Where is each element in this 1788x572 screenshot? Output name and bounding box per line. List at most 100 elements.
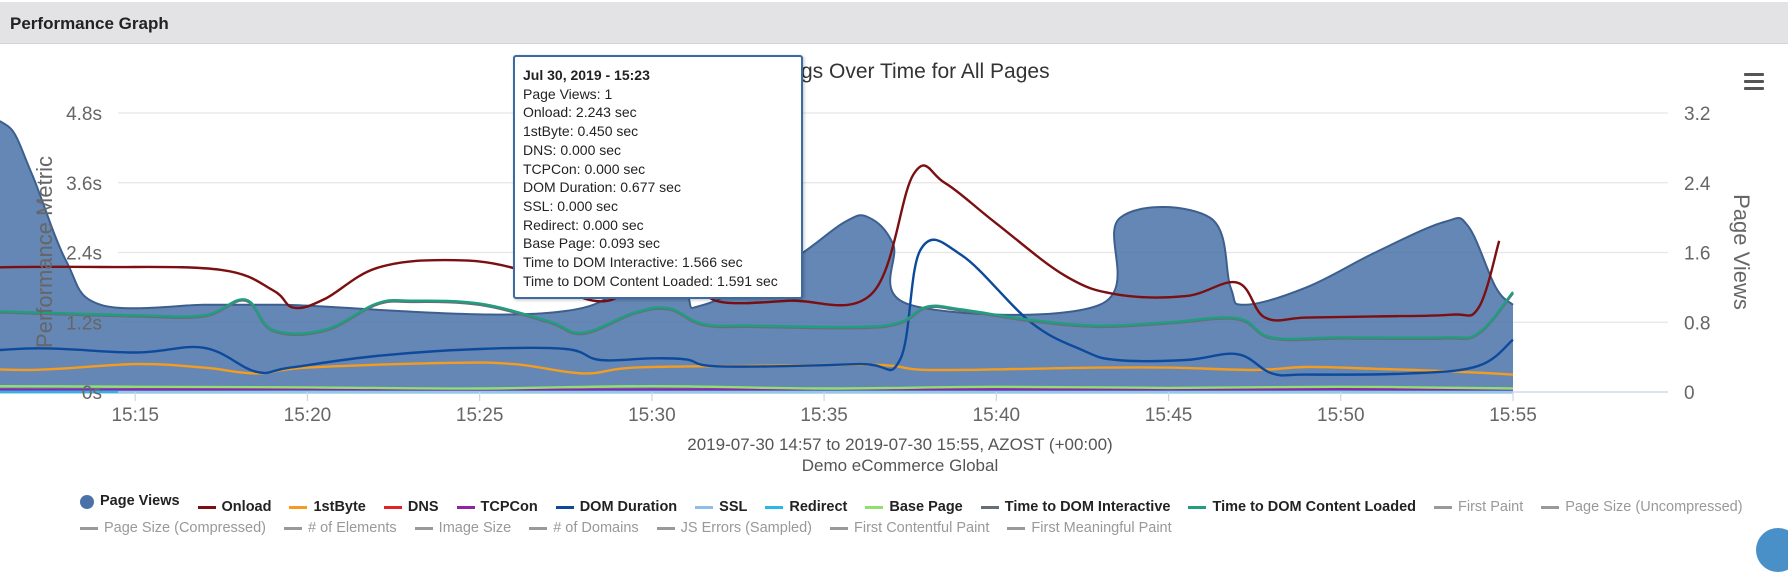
y-right-tick-label: 0	[1684, 383, 1695, 404]
legend-line-icon	[284, 526, 302, 530]
legend-label: Image Size	[438, 519, 512, 536]
chart-title: Timings Over Time for All Pages	[750, 60, 1049, 83]
legend-line-icon	[555, 505, 574, 509]
legend-label: First Paint	[1458, 498, 1524, 515]
legend-item-ssl[interactable]: SSL	[695, 498, 747, 517]
legend-label: Page Views	[100, 493, 180, 509]
series-line-dom-duration[interactable]	[0, 238, 1514, 377]
legend-item-redirect[interactable]: Redirect	[765, 498, 847, 517]
legend-label: # of Domains	[553, 519, 639, 536]
x-tick-label: 15:45	[1145, 405, 1193, 426]
tooltip-line: Page Views: 1	[523, 85, 613, 102]
series-line-base-page[interactable]	[0, 384, 1514, 390]
legend-item-page-views[interactable]: Page Views	[80, 492, 180, 511]
series-line-time-to-dom-content-loaded[interactable]	[0, 283, 1514, 341]
tooltip-line: TCPCon: 0.000 sec	[523, 160, 646, 177]
legend-line-icon	[289, 505, 308, 509]
chart-subtitle-range: 2019-07-30 14:57 to 2019-07-30 15:55, AZ…	[687, 435, 1112, 454]
legend-line-icon	[1188, 505, 1207, 509]
tooltip-line: SSL: 0.000 sec	[523, 197, 618, 214]
legend-label: TCPCon	[480, 498, 538, 515]
legend-line-icon	[1541, 505, 1560, 509]
legend-line-icon	[197, 505, 216, 509]
performance-chart[interactable]: 0s1.2s2.4s3.6s4.8s00.81.62.43.215:0015:0…	[0, 44, 1788, 490]
legend-item-image-size[interactable]: Image Size	[414, 519, 512, 538]
legend-label: Page Size (Compressed)	[104, 519, 266, 536]
legend-item-first-contentful-paint[interactable]: First Contentful Paint	[830, 519, 989, 538]
legend-item-js-errors-sampled[interactable]: JS Errors (Sampled)	[656, 519, 812, 538]
legend-item-page-size-compressed[interactable]: Page Size (Compressed)	[80, 519, 266, 538]
legend-label: Time to DOM Interactive	[1004, 498, 1171, 515]
legend-label: DOM Duration	[579, 498, 678, 515]
legend-label: 1stByte	[313, 498, 366, 515]
x-tick-label: 15:50	[1317, 405, 1365, 426]
hamburger-menu-icon[interactable]	[1742, 70, 1766, 92]
y-right-axis-label: Page Views	[1729, 194, 1754, 310]
legend-label: Redirect	[789, 498, 848, 515]
legend-label: First Contentful Paint	[854, 519, 990, 536]
legend-item-of-domains[interactable]: # of Domains	[529, 519, 639, 538]
panel-header: Performance Graph	[0, 2, 1788, 44]
legend-line-icon	[830, 526, 848, 530]
legend-line-icon	[414, 526, 433, 530]
legend-line-icon	[456, 505, 475, 509]
legend-line-icon	[383, 505, 402, 509]
chart-tooltip: Jul 30, 2019 - 15:23 Page Views: 1 Onload…	[513, 55, 803, 299]
legend-label: First Meaningful Paint	[1031, 519, 1172, 536]
tooltip-line: DNS: 0.000 sec	[523, 141, 622, 158]
legend-line-icon	[1434, 505, 1452, 509]
x-tick-label: 15:30	[628, 405, 676, 426]
legend-item-first-paint[interactable]: First Paint	[1434, 498, 1523, 517]
legend-item-page-size-uncompressed[interactable]: Page Size (Uncompressed)	[1541, 498, 1743, 517]
legend-label: Page Size (Uncompressed)	[1565, 498, 1743, 515]
x-tick-label: 15:55	[1489, 405, 1537, 426]
legend-item-time-to-dom-interactive[interactable]: Time to DOM Interactive	[980, 498, 1171, 517]
legend-label: SSL	[719, 498, 748, 515]
legend-line-icon	[80, 526, 98, 530]
tooltip-title: Jul 30, 2019 - 15:23	[523, 67, 650, 83]
legend-label: Time to DOM Content Loaded	[1212, 498, 1416, 515]
legend-line-icon	[695, 505, 714, 509]
x-tick-label: 15:20	[284, 405, 332, 426]
legend-label: Onload	[221, 498, 272, 515]
y-right-tick-label: 1.6	[1684, 244, 1710, 265]
y-left-tick-label: 4.8s	[66, 104, 102, 125]
x-tick-label: 15:15	[111, 405, 159, 426]
y-left-axis-label: Performance Metric	[32, 156, 57, 348]
chart-legend: Page Views Onload 1stByte DNS TCPCon DOM Dura…	[80, 492, 1780, 538]
legend-dot-icon	[80, 494, 94, 509]
tooltip-line: 1stByte: 0.450 sec	[523, 123, 639, 140]
y-left-tick-label: 3.6s	[66, 174, 102, 195]
tooltip-line: Redirect: 0.000 sec	[523, 216, 644, 233]
tooltip-line: Time to DOM Interactive: 1.566 sec	[523, 254, 743, 271]
tooltip-line: Onload: 2.243 sec	[523, 104, 637, 121]
legend-item-onload[interactable]: Onload	[197, 498, 272, 517]
series-line-1stbyte[interactable]	[0, 361, 1514, 376]
legend-item-time-to-dom-content-loaded[interactable]: Time to DOM Content Loaded	[1188, 498, 1416, 517]
series-line-tcpcon[interactable]	[0, 387, 1514, 391]
y-right-tick-label: 3.2	[1684, 104, 1710, 125]
axes-layer: 0s1.2s2.4s3.6s4.8s00.81.62.43.215:0015:0…	[66, 104, 1711, 426]
legend-line-icon	[765, 505, 784, 509]
legend-item-tcpcon[interactable]: TCPCon	[456, 498, 538, 517]
legend-line-icon	[656, 526, 675, 530]
legend-label: # of Elements	[308, 519, 397, 536]
legend-item-of-elements[interactable]: # of Elements	[284, 519, 397, 538]
legend-item-dom-duration[interactable]: DOM Duration	[555, 498, 678, 517]
x-tick-label: 15:40	[973, 405, 1021, 426]
chart-subtitle-app: Demo eCommerce Global	[802, 456, 999, 475]
y-left-tick-label: 0s	[82, 383, 102, 404]
legend-item-1stbyte[interactable]: 1stByte	[289, 498, 366, 517]
x-tick-label: 15:35	[800, 405, 848, 426]
legend-item-base-page[interactable]: Base Page	[865, 498, 963, 517]
y-right-tick-label: 2.4	[1684, 174, 1711, 195]
y-left-tick-label: 1.2s	[66, 313, 102, 334]
help-badge-icon[interactable]	[1756, 528, 1788, 572]
legend-item-dns[interactable]: DNS	[383, 498, 439, 517]
x-tick-label: 15:25	[456, 405, 504, 426]
legend-label: DNS	[407, 498, 439, 515]
legend-item-first-meaningful-paint[interactable]: First Meaningful Paint	[1007, 519, 1172, 538]
tooltip-line: Time to DOM Content Loaded: 1.591 sec	[523, 272, 778, 289]
tooltip-line: DOM Duration: 0.677 sec	[523, 179, 681, 196]
legend-label: Base Page	[889, 498, 963, 515]
